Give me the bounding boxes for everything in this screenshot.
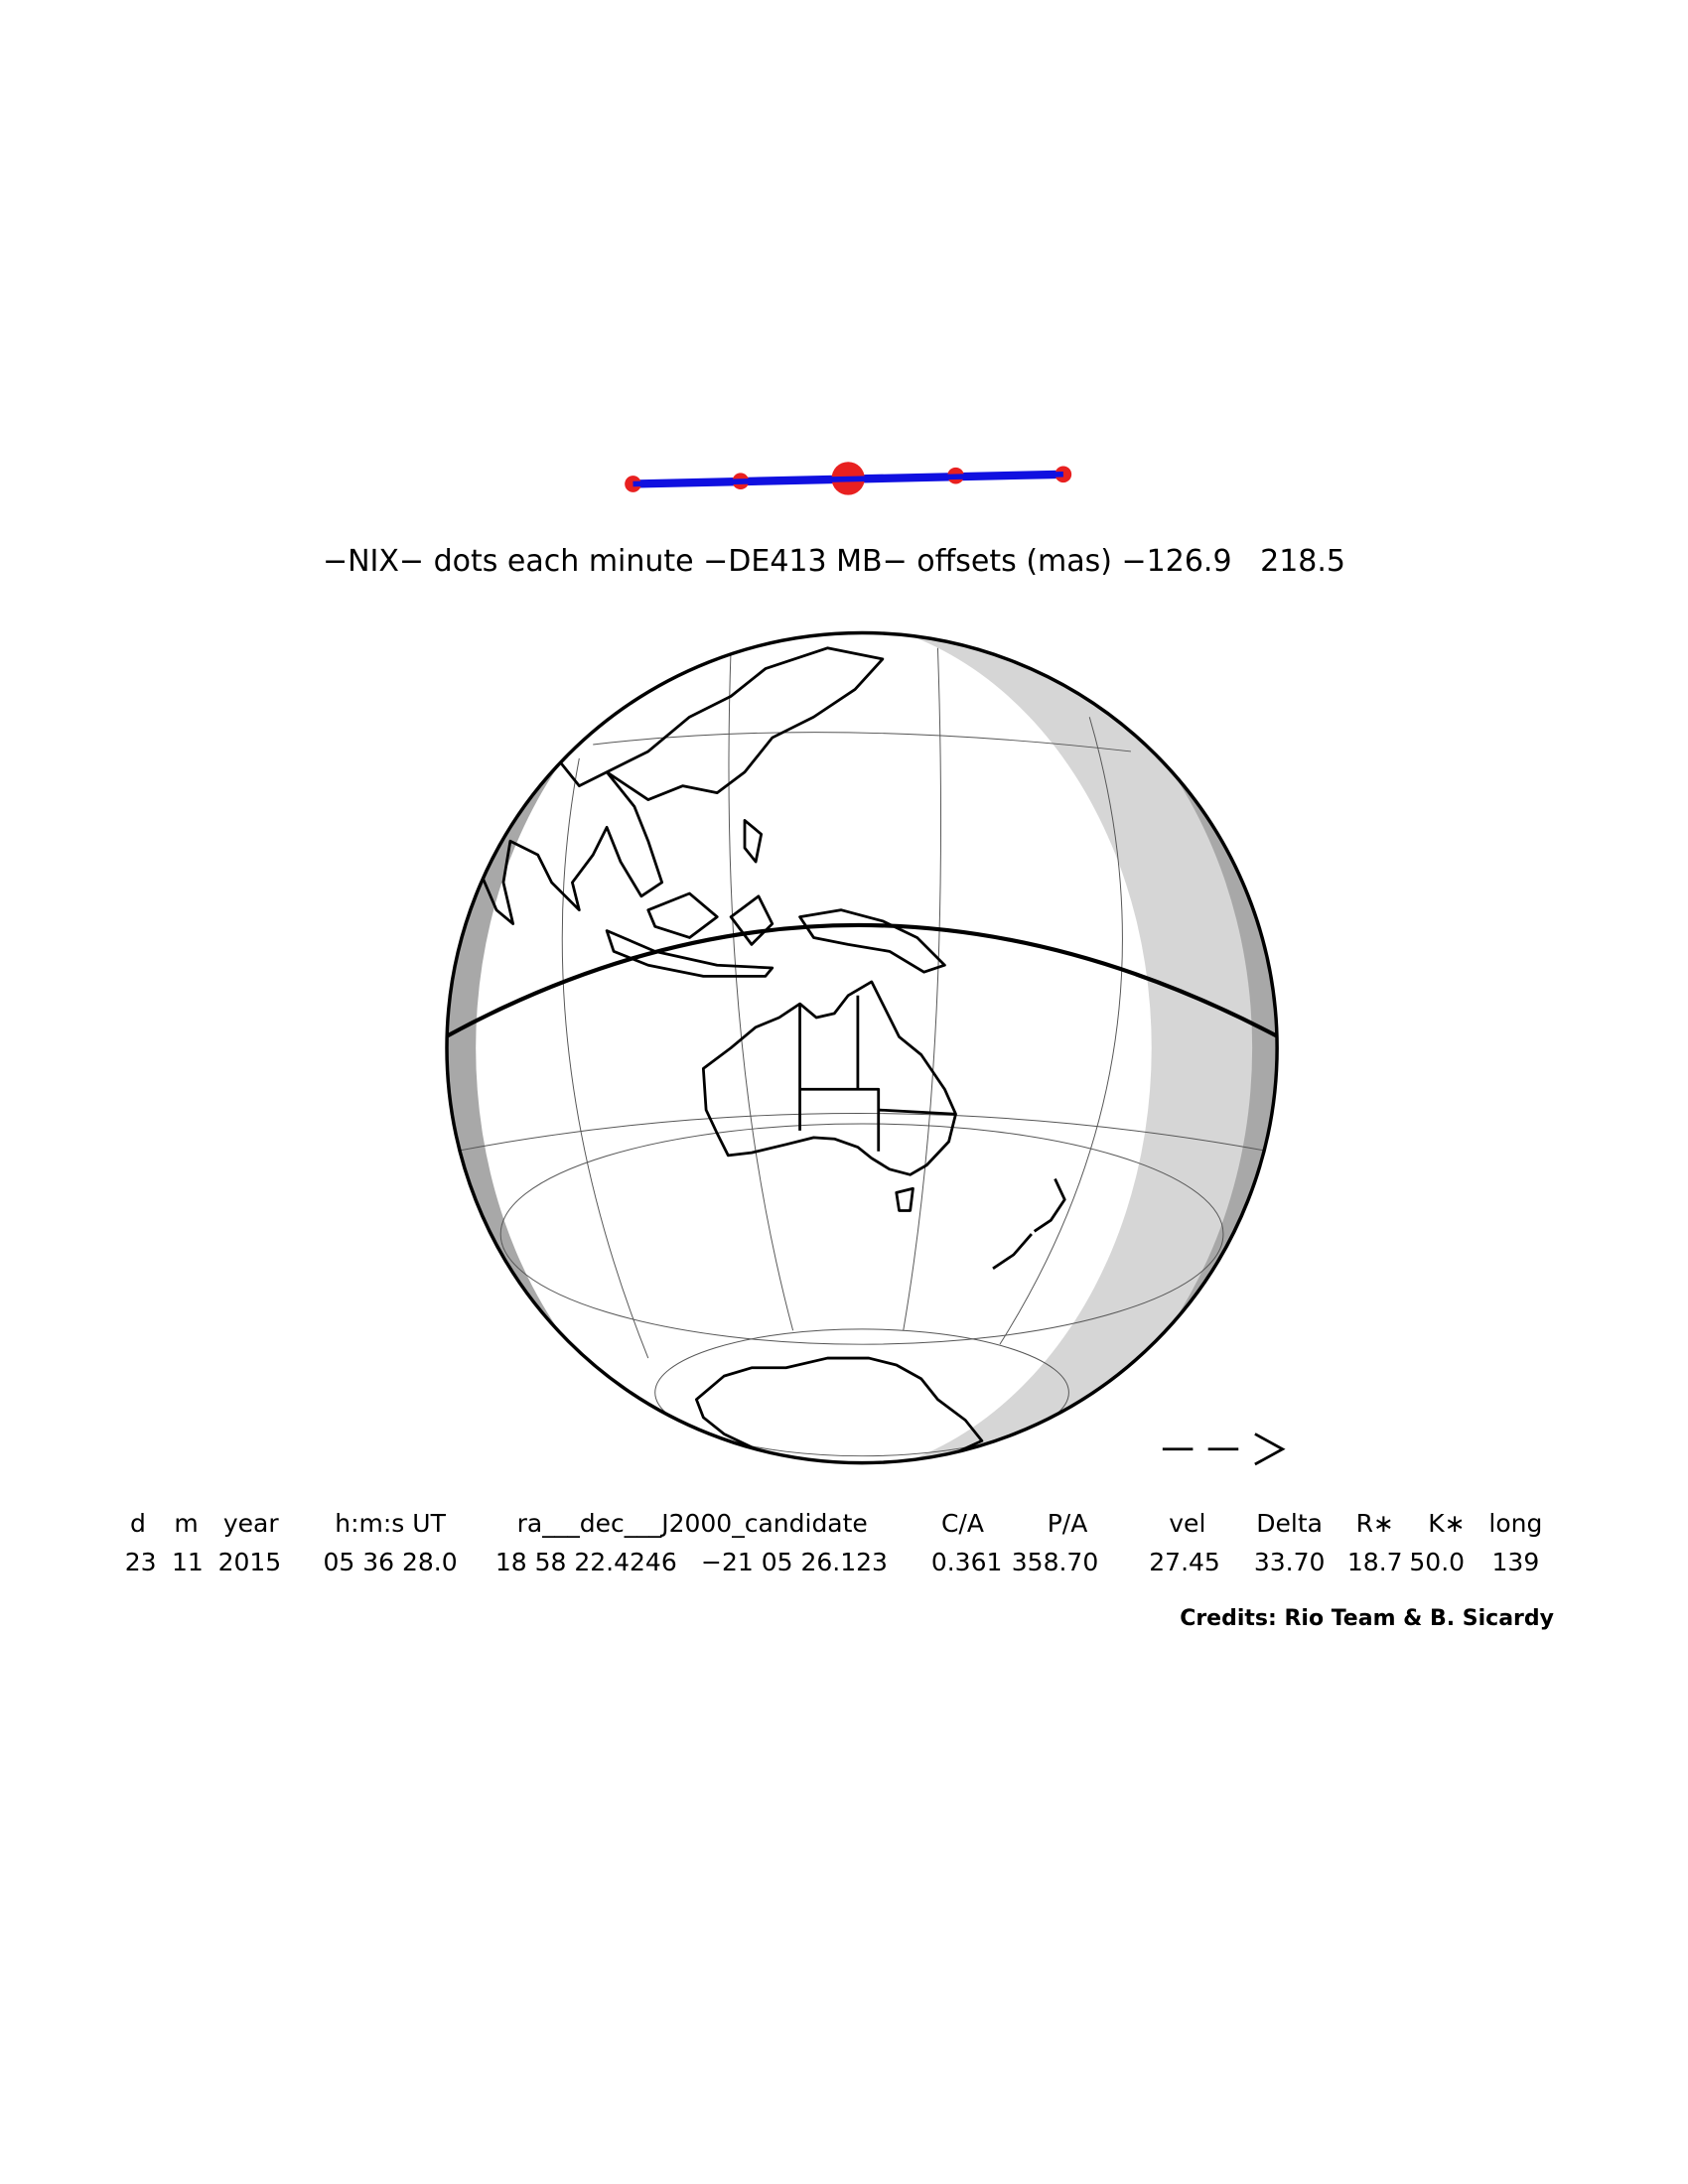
table-cell: 23 [125, 1548, 157, 1576]
table-cell: 11 [172, 1548, 204, 1576]
table-header: long [1488, 1509, 1542, 1538]
parallel [593, 732, 1131, 752]
table-header: year [223, 1509, 279, 1538]
minute-dot [625, 476, 641, 492]
track [625, 462, 1072, 495]
table-header: P/A [1048, 1509, 1088, 1538]
direction-arrow [1162, 1433, 1286, 1466]
australia-borders [798, 995, 956, 1152]
table-header: Delta [1256, 1509, 1323, 1538]
meridian [561, 757, 649, 1359]
parallel [455, 1113, 1269, 1153]
table-header: C/A [941, 1509, 984, 1538]
parallel [499, 1123, 1224, 1345]
table-cell: 05 36 28.0 [323, 1548, 457, 1576]
meridian [728, 647, 794, 1331]
new-zealand [992, 1177, 1066, 1270]
meridian [903, 647, 942, 1331]
table-cell: 18.7 [1347, 1548, 1403, 1576]
title: −NIX− dots each minute −DE413 MB− offset… [323, 544, 1345, 579]
track-line-overlay [633, 472, 1063, 487]
asia [453, 646, 885, 925]
philippines [743, 819, 764, 864]
table-header: K∗ [1428, 1509, 1465, 1538]
info-table: d m year h:m:s UT ra___dec___J2000_candidate… [125, 1509, 1543, 1576]
shadow-path [447, 922, 1278, 1039]
globe-limb [445, 630, 1279, 1465]
australia [701, 980, 957, 1176]
table-cell: 358.70 [1012, 1548, 1098, 1576]
table-header: R∗ [1356, 1509, 1394, 1538]
table-header: h:m:s UT [335, 1509, 446, 1538]
table-cell: 33.70 [1254, 1548, 1326, 1576]
meridian [999, 717, 1123, 1345]
parallel [654, 1328, 1069, 1457]
map-graphics [445, 462, 1286, 1466]
table-cell: 0.361 [931, 1548, 1003, 1576]
table-cell: 139 [1492, 1548, 1540, 1576]
table-header: ra___dec___J2000_candidate [517, 1509, 868, 1538]
table-cell: −21 05 26.123 [701, 1548, 888, 1576]
credits: Credits: Rio Team & B. Sicardy [1180, 1606, 1554, 1631]
new-guinea [798, 908, 946, 974]
table-cell: 27.45 [1149, 1548, 1220, 1576]
arrow-head [1254, 1433, 1286, 1466]
table-header: vel [1169, 1509, 1205, 1538]
table-cell: 2015 [218, 1548, 282, 1576]
globe [447, 632, 1278, 1463]
table-header: d [130, 1509, 146, 1538]
table-cell: 18 58 22.4246 [495, 1548, 677, 1576]
tasmania [895, 1186, 914, 1212]
table-header: m [174, 1509, 198, 1538]
table-cell: 50.0 [1409, 1548, 1465, 1576]
